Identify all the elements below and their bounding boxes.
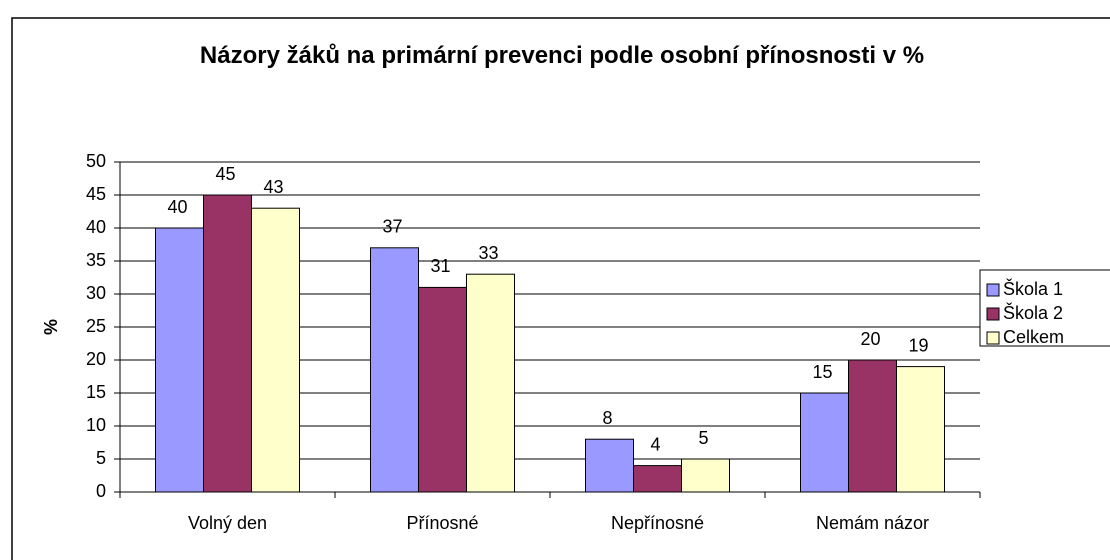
x-tick-label: Volný den: [188, 513, 267, 533]
legend-label: Škola 2: [1003, 302, 1063, 323]
bar: [633, 465, 682, 493]
bar: [681, 458, 730, 493]
bar: [155, 227, 204, 493]
x-tick-label: Nemám názor: [816, 513, 929, 533]
x-tick-label: Přínosné: [406, 513, 478, 533]
value-label: 31: [430, 256, 450, 276]
bar: [370, 247, 419, 493]
value-label: 15: [812, 362, 832, 382]
value-label: 19: [908, 335, 928, 355]
x-tick-label: Nepřínosné: [611, 513, 704, 533]
value-label: 40: [167, 197, 187, 217]
value-label: 5: [698, 428, 708, 448]
y-tick-label: 30: [86, 283, 106, 303]
y-tick-label: 20: [86, 349, 106, 369]
legend-box: [979, 269, 1110, 347]
y-axis-label: %: [41, 319, 61, 335]
bar: [418, 286, 467, 493]
bar: [896, 366, 945, 493]
y-tick-label: 50: [86, 151, 106, 171]
value-label: 43: [263, 177, 283, 197]
y-tick-label: 10: [86, 415, 106, 435]
legend-swatch: [986, 283, 1000, 297]
y-tick-label: 35: [86, 250, 106, 270]
legend-label: Celkem: [1003, 327, 1064, 347]
bar: [585, 438, 634, 493]
legend-swatch: [986, 331, 1000, 345]
bar: [800, 392, 849, 493]
y-tick-label: 0: [96, 481, 106, 501]
legend-label: Škola 1: [1003, 278, 1063, 299]
y-tick-label: 25: [86, 316, 106, 336]
value-label: 45: [215, 164, 235, 184]
chart-title: Názory žáků na primární prevenci podle o…: [199, 42, 925, 69]
bar: [251, 207, 300, 493]
bar: [203, 194, 252, 493]
bar: [848, 359, 897, 493]
bar: [466, 273, 515, 493]
value-label: 37: [382, 217, 402, 237]
y-tick-label: 15: [86, 382, 106, 402]
value-label: 4: [650, 434, 660, 454]
y-tick-label: 40: [86, 217, 106, 237]
value-label: 33: [478, 243, 498, 263]
y-tick-label: 5: [96, 448, 106, 468]
legend-swatch: [986, 307, 1000, 321]
y-tick-label: 45: [86, 184, 106, 204]
value-label: 8: [602, 408, 612, 428]
value-label: 20: [860, 329, 880, 349]
